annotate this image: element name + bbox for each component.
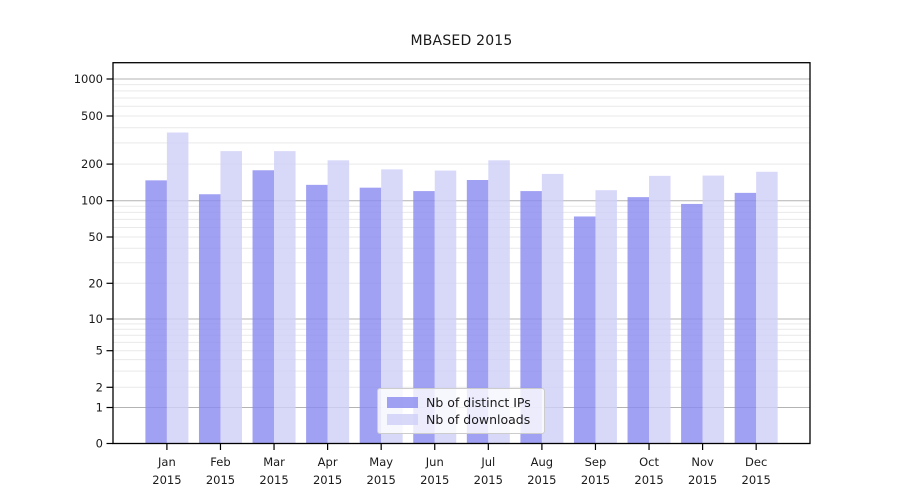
x-tick-label-year: 2015: [688, 473, 717, 487]
y-tick-label: 100: [81, 194, 103, 208]
x-tick-label-month: Mar: [263, 455, 285, 469]
bar-downloads-apr: [327, 160, 350, 444]
x-tick-label-month: May: [369, 455, 393, 469]
x-tick-label-year: 2015: [634, 473, 663, 487]
bar-downloads-jun: [434, 170, 457, 444]
bar-downloads-mar: [274, 151, 296, 444]
legend-label-distinct-ips: Nb of distinct IPs: [426, 395, 531, 410]
bar-distinct-ips-oct: [627, 197, 650, 444]
bar-distinct-ips-may: [359, 187, 382, 444]
legend: Nb of distinct IPs Nb of downloads: [377, 388, 545, 434]
chart-title: MBASED 2015: [410, 33, 513, 49]
legend-swatch-downloads: [387, 414, 418, 425]
bar-distinct-ips-jul: [466, 179, 489, 444]
bar-distinct-ips-apr: [306, 184, 328, 444]
x-tick-label-month: Apr: [318, 455, 338, 469]
legend-swatch-distinct-ips: [387, 397, 418, 408]
y-tick-label: 5: [96, 344, 103, 358]
bar-downloads-aug: [541, 173, 564, 444]
x-tick-label-month: Jul: [480, 455, 495, 469]
bar-distinct-ips-mar: [252, 170, 275, 444]
y-tick-label: 0: [96, 437, 103, 451]
y-tick-label: 1000: [74, 72, 103, 86]
bar-downloads-jan: [166, 132, 189, 444]
y-tick-label: 2: [96, 380, 103, 394]
bar-distinct-ips-jun: [413, 191, 435, 444]
x-tick-label-month: Nov: [691, 455, 714, 469]
x-tick-label-month: Sep: [585, 455, 607, 469]
x-tick-label-year: 2015: [367, 473, 396, 487]
y-tick-label: 10: [88, 312, 103, 326]
x-tick-label-month: Feb: [210, 455, 230, 469]
legend-entry-downloads: Nb of downloads: [387, 411, 536, 428]
x-tick-label-year: 2015: [259, 473, 288, 487]
bar-distinct-ips-jan: [145, 180, 167, 444]
bar-distinct-ips-sep: [573, 216, 596, 444]
legend-entry-distinct-ips: Nb of distinct IPs: [387, 394, 536, 411]
x-tick-label-month: Jun: [425, 455, 444, 469]
x-tick-label-year: 2015: [581, 473, 610, 487]
x-tick-label-year: 2015: [206, 473, 235, 487]
bar-downloads-feb: [220, 151, 242, 444]
bar-downloads-dec: [756, 171, 778, 444]
y-tick-label: 500: [81, 109, 103, 123]
plot-border: [112, 62, 811, 445]
legend-label-downloads: Nb of downloads: [426, 412, 531, 427]
x-tick-label-month: Dec: [745, 455, 767, 469]
bar-distinct-ips-feb: [198, 194, 221, 444]
y-tick-label: 50: [88, 230, 103, 244]
x-tick-label-year: 2015: [742, 473, 771, 487]
x-tick-label-year: 2015: [313, 473, 342, 487]
x-tick-label-year: 2015: [152, 473, 181, 487]
x-tick-label-year: 2015: [527, 473, 556, 487]
x-tick-label-month: Oct: [639, 455, 659, 469]
bar-distinct-ips-dec: [734, 192, 757, 444]
bar-downloads-nov: [702, 175, 725, 444]
bar-distinct-ips-nov: [681, 203, 703, 444]
bar-downloads-jul: [488, 160, 510, 444]
x-tick-label-year: 2015: [474, 473, 503, 487]
bar-downloads-may: [381, 169, 403, 444]
bar-downloads-sep: [595, 190, 617, 444]
y-tick-label: 200: [81, 157, 103, 171]
x-tick-label-year: 2015: [420, 473, 449, 487]
y-tick-label: 1: [96, 401, 103, 415]
y-tick-label: 20: [88, 276, 103, 290]
x-tick-label-month: Jan: [157, 455, 176, 469]
bar-downloads-oct: [649, 175, 671, 444]
x-tick-label-month: Aug: [531, 455, 553, 469]
bar-distinct-ips-aug: [520, 191, 542, 444]
